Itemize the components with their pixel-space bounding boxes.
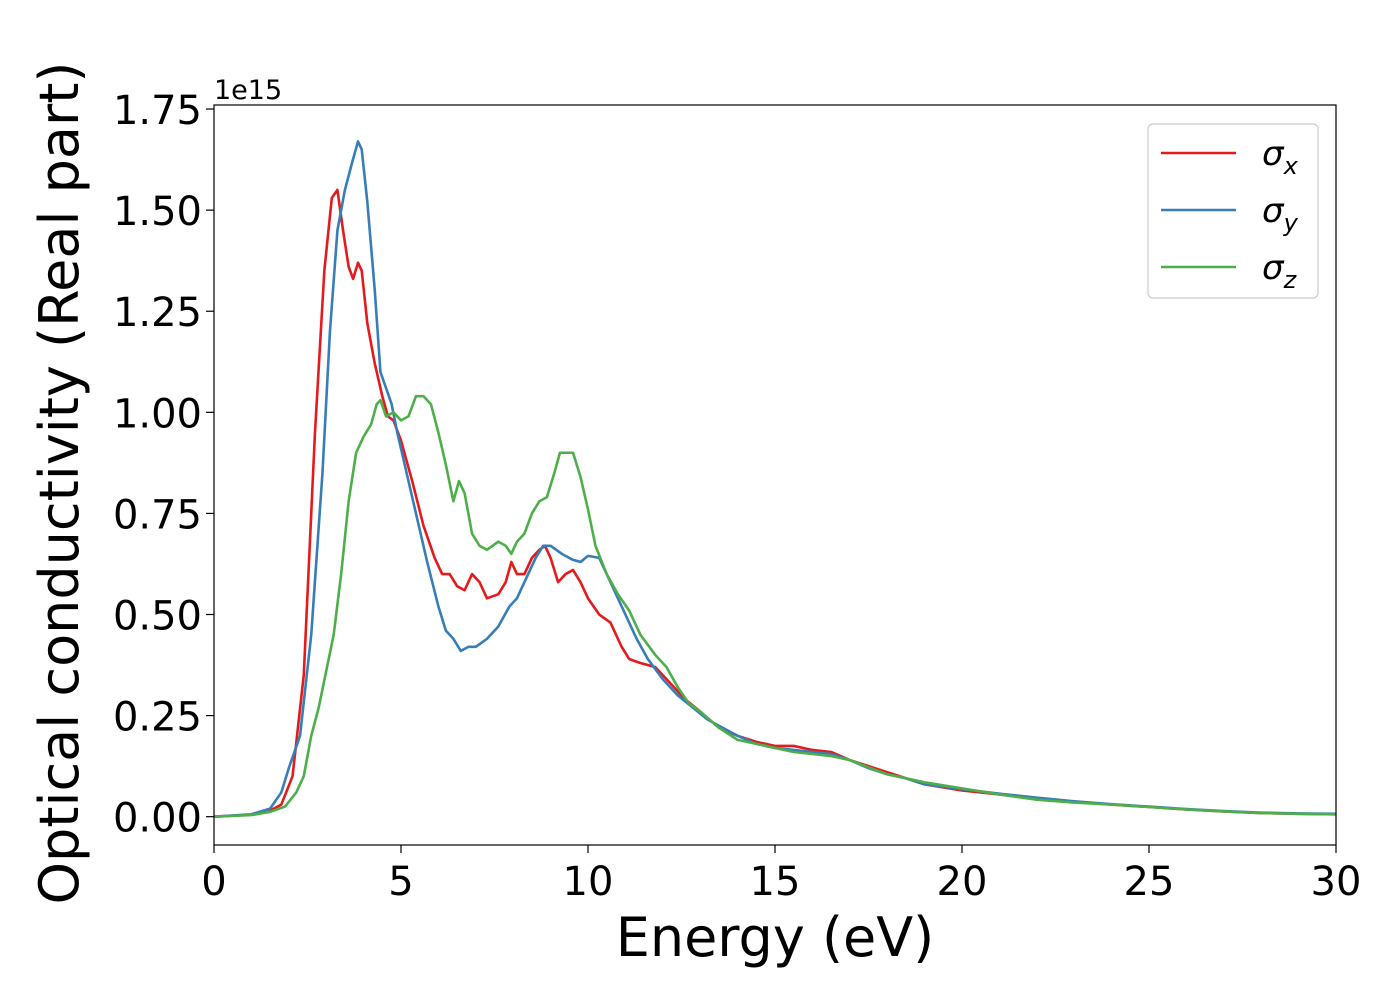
x-tick-label: 30 (1311, 859, 1362, 905)
x-tick-label: 20 (937, 859, 988, 905)
plot-frame (213, 104, 1337, 846)
x-tick-label: 15 (750, 859, 801, 905)
y-tick-label: 0.25 (113, 695, 202, 741)
y-axis-offset-label: 1e15 (214, 75, 282, 106)
x-tick-label: 0 (201, 859, 226, 905)
y-tick-label: 0.75 (113, 492, 202, 538)
y-tick-label: 1.25 (113, 290, 202, 336)
x-tick-label: 5 (388, 859, 413, 905)
axis-ticks: 0 5 10 15 20 25 30 0.00 0.25 0.50 0.75 1.00 1.25 1.50… (113, 88, 1362, 905)
y-tick-label: 0.50 (113, 594, 202, 640)
y-axis-label: Optical conductivity (Real part) (28, 62, 91, 905)
x-tick-label: 25 (1124, 859, 1175, 905)
x-tick-label: 10 (563, 859, 614, 905)
legend-label-x: σx (1262, 134, 1299, 180)
legend-label-y: σy (1262, 191, 1299, 237)
x-axis-label: Energy (eV) (616, 906, 935, 969)
y-tick-label: 1.00 (113, 391, 202, 437)
series-line-z (213, 394, 1337, 818)
y-tick-label: 1.75 (113, 88, 202, 134)
y-tick-label: 0.00 (113, 796, 202, 842)
plot-area (213, 140, 1337, 818)
y-tick-label: 1.50 (113, 189, 202, 235)
